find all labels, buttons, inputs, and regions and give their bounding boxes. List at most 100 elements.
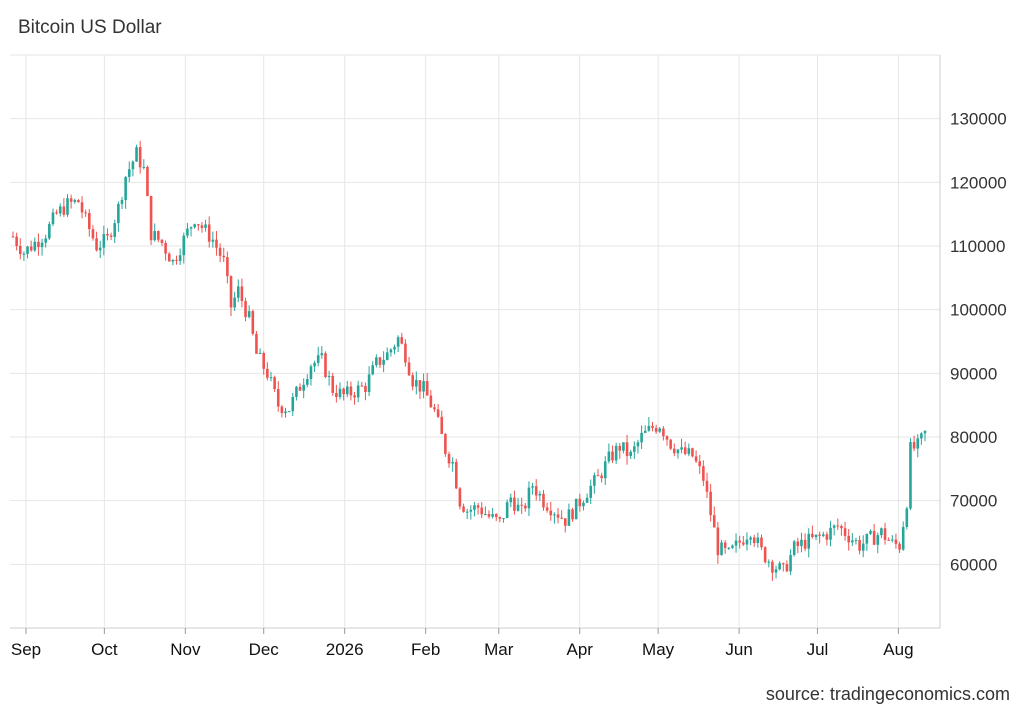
candle-body xyxy=(313,362,316,367)
candle-body xyxy=(422,381,425,392)
candle-body xyxy=(669,439,672,449)
candle-body xyxy=(763,547,767,563)
candle-body xyxy=(803,539,807,549)
candle-body xyxy=(418,380,422,392)
candle-body xyxy=(396,337,400,347)
candle-body xyxy=(436,409,440,417)
candle-body xyxy=(702,466,705,481)
candle-body xyxy=(578,498,582,507)
candle-body xyxy=(614,445,618,461)
y-tick-label: 120000 xyxy=(950,173,1007,192)
candle-body xyxy=(95,238,98,251)
candle-body xyxy=(814,534,818,537)
candle-body xyxy=(589,485,593,498)
candle-body xyxy=(574,498,578,520)
candle-body xyxy=(15,236,18,246)
candle-body xyxy=(785,564,789,572)
candle-body xyxy=(847,535,850,543)
candle-body xyxy=(276,389,280,407)
candle-body xyxy=(716,527,720,556)
y-tick-label: 80000 xyxy=(950,428,997,447)
candle-body xyxy=(876,535,880,545)
candle-body xyxy=(622,442,625,451)
candle-body xyxy=(502,518,505,520)
y-tick-label: 100000 xyxy=(950,301,1007,320)
candle-body xyxy=(316,355,320,363)
candle-body xyxy=(520,504,523,506)
candle-body xyxy=(262,352,266,369)
candle-body xyxy=(825,534,829,540)
candle-body xyxy=(487,514,491,517)
candle-body xyxy=(880,528,883,536)
candle-body xyxy=(178,255,182,261)
candle-body xyxy=(742,542,745,545)
candle-body xyxy=(883,528,887,540)
y-axis-ticks: 60000 70000 80000 90000 100000 110000 120000 13… xyxy=(950,110,1007,575)
x-axis-ticks: Sep Oct Nov Dec 2026 Feb Mar Apr May Jun Jul Aug xyxy=(11,640,914,659)
candle-body xyxy=(218,247,222,256)
candle-body xyxy=(840,526,843,529)
candle-body xyxy=(680,447,683,450)
candle-body xyxy=(393,346,396,350)
candle-body xyxy=(687,448,691,454)
candle-body xyxy=(694,456,698,462)
candle-body xyxy=(280,406,284,414)
candle-body xyxy=(636,442,640,447)
candle-body xyxy=(643,430,647,433)
candle-body xyxy=(629,451,632,456)
candle-body xyxy=(563,518,567,526)
candle-body xyxy=(654,427,658,432)
candle-body xyxy=(734,540,738,546)
candle-body xyxy=(640,432,643,443)
candle-body xyxy=(236,286,240,298)
y-tick-label: 110000 xyxy=(950,237,1005,256)
candle-body xyxy=(37,241,40,248)
candle-body xyxy=(400,337,404,344)
candle-body xyxy=(556,514,560,518)
x-tick-label: Jul xyxy=(807,640,829,659)
candle-body xyxy=(469,509,473,512)
candle-body xyxy=(545,507,549,511)
x-tick-label: Aug xyxy=(883,640,913,659)
candle-body xyxy=(335,392,338,398)
candle-body xyxy=(509,497,513,503)
candle-body xyxy=(916,438,920,449)
candle-body xyxy=(353,395,356,398)
candle-body xyxy=(215,239,218,248)
x-tick-label: Jun xyxy=(725,640,752,659)
candle-body xyxy=(211,239,215,242)
candle-body xyxy=(106,234,109,236)
candle-body xyxy=(247,311,251,318)
candle-body xyxy=(40,242,44,248)
candle-body xyxy=(356,385,360,398)
candle-body xyxy=(207,224,211,242)
candle-body xyxy=(415,380,418,387)
candle-body xyxy=(302,384,305,391)
candle-body xyxy=(789,554,792,572)
candle-body xyxy=(909,442,912,509)
candle-body xyxy=(66,198,69,215)
candle-body xyxy=(603,461,607,479)
candle-body xyxy=(484,514,487,516)
candle-body xyxy=(375,357,378,366)
candle-body xyxy=(433,407,436,410)
candle-body xyxy=(698,461,702,467)
candle-body xyxy=(193,224,196,228)
candle-body xyxy=(542,493,545,508)
candle-body xyxy=(712,515,716,528)
candle-body xyxy=(553,514,556,516)
x-tick-label: 2026 xyxy=(326,640,364,659)
candle-body xyxy=(516,504,520,511)
candle-body xyxy=(29,246,33,251)
candle-body xyxy=(858,540,861,551)
candle-body xyxy=(171,259,175,262)
y-tick-label: 60000 xyxy=(950,555,997,574)
candle-body xyxy=(676,449,680,454)
y-tick-label: 90000 xyxy=(950,364,997,383)
candle-body xyxy=(771,561,774,573)
candle-body xyxy=(18,245,22,255)
candle-body xyxy=(251,311,255,334)
candle-body xyxy=(683,447,687,454)
candle-body xyxy=(266,368,269,378)
